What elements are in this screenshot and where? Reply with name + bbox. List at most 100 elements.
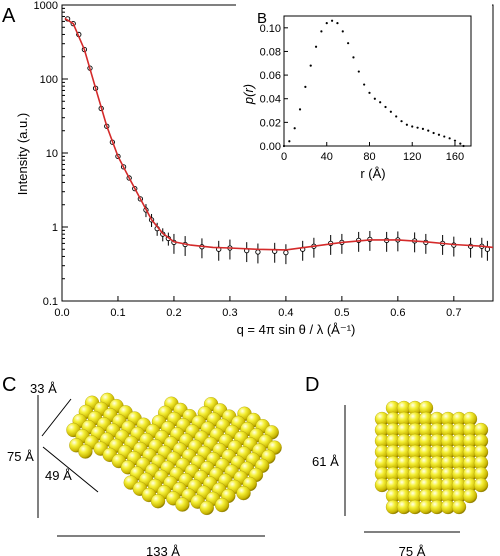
pr-point [459,142,462,145]
plot-b-data-points [282,19,465,148]
pr-point [416,126,419,129]
pr-point [462,144,465,148]
panel-b-label: B [257,10,267,27]
x-tick-label: 0.2 [166,307,181,319]
pr-point [368,91,371,94]
pr-point [437,133,441,136]
sphere [78,444,93,459]
dim-label-left-c: 75 Å [7,449,34,464]
y-tick-label: 0.08 [260,46,281,58]
x-tick-label: 40 [321,151,333,163]
x-tick-label: 0.4 [278,307,293,319]
dim-label-bottom-d: 75 Å [399,544,426,556]
y-tick-label: 100 [40,74,58,86]
pr-point [341,30,344,33]
pr-point [443,135,446,138]
y-tick-label: 0.1 [43,296,58,308]
plot-a-fit-line [64,17,494,251]
pr-point [347,42,350,45]
plot-b-ticks [283,27,456,147]
pr-point [314,45,318,48]
y-tick-label: 0.10 [260,23,281,35]
y-tick-label: 1000 [34,0,58,12]
pr-point [363,83,366,86]
pr-point [320,30,323,33]
pr-point [432,131,435,135]
plot-a-ticks [61,4,455,302]
plot-b-frame [283,15,472,147]
plot-a-x-axis-label: q = 4π sin θ / λ (Å⁻¹) [237,322,356,337]
pr-point [298,108,302,111]
pr-point [336,21,339,25]
y-tick-label: 10 [46,148,58,160]
dim-line-mid-c [42,446,99,493]
dim-label-top-c: 33 Å [30,381,57,396]
plot-b-background [236,4,492,190]
pr-point [373,97,376,100]
plot-b-x-axis-label: r (Å) [360,166,385,181]
pr-point [309,64,312,67]
x-tick-label: 160 [446,151,464,163]
y-tick-label: 0.02 [260,117,281,129]
x-tick-label: 0.1 [110,307,125,319]
x-tick-label: 0.7 [446,307,461,319]
panel-c-label: C [2,374,16,396]
sphere [214,497,230,513]
sphere-model-d [374,400,489,515]
pr-point [448,137,451,140]
pr-point [304,85,307,89]
dim-label-mid-c: 49 Å [45,468,72,483]
pr-point [384,105,387,109]
dim-label-left-d: 61 Å [312,454,339,469]
x-tick-label: 120 [403,151,421,163]
x-tick-label: 0.5 [334,307,349,319]
sphere [236,485,251,501]
pr-point [411,125,414,128]
pr-point [357,70,360,73]
x-tick-label: 80 [363,151,375,163]
sphere [451,499,467,515]
pr-point [293,127,296,130]
data-point [255,249,261,255]
dim-line-top-c [41,398,72,437]
sphere [199,500,214,516]
sphere [462,488,478,504]
panel-d-label: D [305,374,319,396]
x-tick-label: 0 [281,151,287,163]
x-tick-label: 0.0 [54,307,69,319]
pr-point [405,123,408,126]
sphere [175,497,190,512]
plot-b-tick-labels: 0 40 80 120 160 0.00 0.02 0.04 0.06 0.08 0.10 [260,23,465,163]
pr-point [379,101,382,104]
pr-point [453,139,457,142]
pr-point [395,115,398,118]
pr-point [427,129,430,132]
dim-label-bottom-c: 133 Å [146,544,180,556]
pr-point [325,21,328,25]
pr-point [288,140,291,143]
structure-model-d: D 61 Å 75 Å [305,374,489,556]
pr-point [330,19,334,22]
structure-model-c: C 33 Å 75 Å 49 Å 133 Å [2,374,282,556]
pr-point [352,56,355,59]
sphere-model-c [66,392,282,516]
panel-a-label: A [2,5,16,27]
x-tick-label: 0.3 [222,307,237,319]
pr-point [400,120,403,123]
pr-inset-plot: 0 40 80 120 160 0.00 0.02 0.04 0.06 0.08 0.10 B p(… [236,4,492,190]
y-tick-label: 0.04 [260,94,281,106]
pr-point [389,110,392,113]
x-tick-label: 0.6 [390,307,405,319]
data-point [283,250,289,256]
sphere [150,494,166,509]
y-tick-label: 1 [52,222,58,234]
plot-a-y-axis-label: Intensity (a.u.) [15,113,30,195]
y-tick-label: 0.00 [260,141,281,153]
plot-b-y-axis-label: p(r) [241,84,256,105]
sphere [473,477,489,493]
pr-point [282,144,286,148]
y-tick-label: 0.06 [260,70,281,82]
